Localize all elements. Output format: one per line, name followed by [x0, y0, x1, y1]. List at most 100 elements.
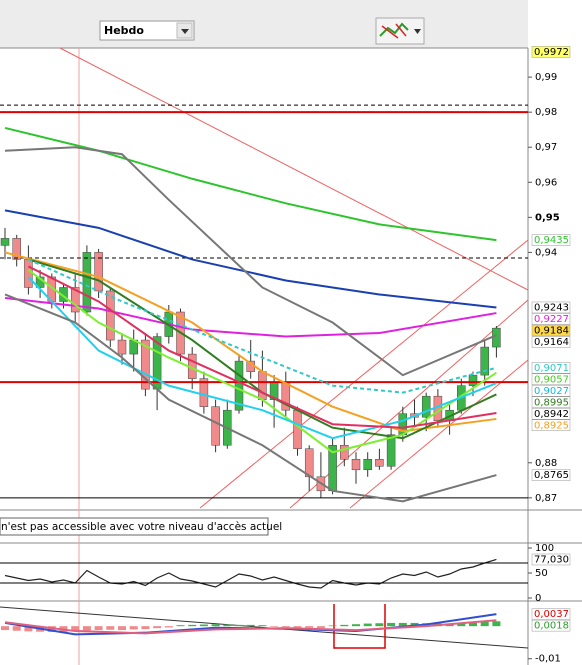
candle-body	[234, 360, 244, 411]
indicator-line	[4, 126, 497, 242]
indicator-line	[4, 209, 497, 309]
toolbar	[0, 0, 582, 48]
price-label: 0,9027	[534, 386, 569, 397]
histogram-bar	[235, 624, 243, 627]
period-select[interactable]	[99, 20, 195, 41]
histogram-bar	[82, 626, 91, 631]
histogram-bar	[363, 623, 372, 627]
y-tick-label: 0,88	[535, 458, 557, 469]
indicator-line	[27, 258, 497, 394]
price-label-box	[531, 301, 571, 314]
candle-body	[117, 339, 127, 355]
y-tick-label: 0	[535, 593, 541, 604]
histogram-bar	[188, 624, 197, 627]
candle-body	[82, 252, 92, 313]
y-tick-label: 0,87	[535, 493, 557, 504]
candle-body	[492, 327, 501, 348]
candle-body	[199, 378, 209, 407]
y-tick-label: -0,01	[535, 654, 561, 665]
candle-body	[375, 459, 384, 467]
y-tick-label: 0,97	[535, 142, 557, 153]
message-box	[0, 517, 269, 536]
histogram-bar	[480, 621, 489, 627]
candle-body	[480, 346, 489, 376]
price-label-box	[531, 469, 571, 481]
histogram-bar	[293, 626, 302, 628]
y-tick-label: 0,98	[535, 107, 557, 118]
indicator-line	[4, 619, 497, 635]
price-label: 0,0018	[534, 621, 569, 632]
price-label-box	[531, 553, 571, 566]
period-label: Hebdo	[104, 24, 144, 37]
histogram-bar	[141, 626, 150, 630]
indicator-line	[4, 251, 497, 433]
histogram-bar	[71, 626, 80, 632]
candle-body	[468, 374, 478, 386]
price-label: 0,9164	[534, 337, 569, 348]
message: n'est pas accessible avec votre niveau d…	[1, 521, 282, 533]
candle-body	[24, 259, 33, 288]
rsi-line	[4, 558, 497, 589]
price-label-box	[531, 408, 571, 420]
price-label: 0,0037	[534, 609, 569, 620]
dropdown-arrow	[181, 29, 189, 34]
price-label-box	[531, 419, 571, 432]
candle-body	[293, 409, 302, 449]
price-label: 0,8942	[534, 409, 569, 420]
histogram-bar	[199, 624, 208, 627]
price-label: 0,9435	[534, 235, 569, 246]
indicator-line	[27, 269, 497, 454]
candle-body	[363, 459, 372, 471]
histogram-bar	[398, 622, 407, 627]
candle-body	[141, 339, 150, 390]
histogram-bar	[492, 621, 501, 627]
y-tick-label: 50	[535, 568, 548, 579]
histogram-bar	[12, 626, 21, 631]
y-tick-label: 0,96	[535, 177, 557, 188]
histogram-bar	[305, 626, 314, 628]
price-label-box	[531, 336, 571, 348]
plots: 0,99 0,98 0,97 0,96 0,95 0,94 0,88 0,87 0,9972 0,…	[0, 46, 571, 665]
histogram-bar	[24, 626, 33, 632]
candle-body	[106, 290, 115, 341]
indicator-icon	[381, 23, 407, 39]
y-tick-label: 100	[535, 543, 554, 554]
price-label-box	[531, 619, 571, 632]
y-tick-label: 0,99	[535, 72, 557, 83]
histogram-bar	[270, 626, 279, 627]
histogram-bar	[352, 624, 360, 627]
indicator-line	[4, 296, 497, 338]
histogram-bar	[211, 624, 220, 627]
histogram-bar	[410, 622, 419, 627]
dropdown-arrow	[414, 29, 421, 34]
histogram-bar	[94, 626, 103, 631]
indicator-line	[27, 276, 497, 440]
price-label-box	[531, 385, 571, 397]
histogram-bar	[153, 626, 162, 629]
histogram-bar	[457, 623, 466, 627]
histogram-bar	[106, 626, 115, 630]
histogram-bar	[164, 626, 173, 628]
candle-body	[211, 406, 220, 446]
candle-body	[94, 252, 103, 292]
price-label-box	[531, 608, 571, 620]
price-label: 0,8995	[534, 397, 569, 408]
price-label-box	[531, 313, 571, 325]
candle-body	[0, 238, 10, 246]
price-label: 0,9057	[534, 374, 569, 385]
price-label: 0,9071	[534, 363, 569, 374]
histogram-bar	[375, 623, 384, 627]
indicator-line	[4, 293, 497, 503]
histogram-bar	[340, 624, 349, 627]
price-label-box	[531, 396, 571, 409]
histogram-bar	[328, 625, 337, 627]
price-label-box	[531, 234, 571, 246]
y-tick-label: 0,94	[535, 247, 557, 258]
candle-body	[351, 459, 361, 471]
price-label: 0,8925	[534, 420, 569, 431]
histogram-bar	[223, 624, 232, 627]
price-label-box	[531, 373, 571, 386]
y-tick-label: 0,95	[535, 212, 560, 223]
